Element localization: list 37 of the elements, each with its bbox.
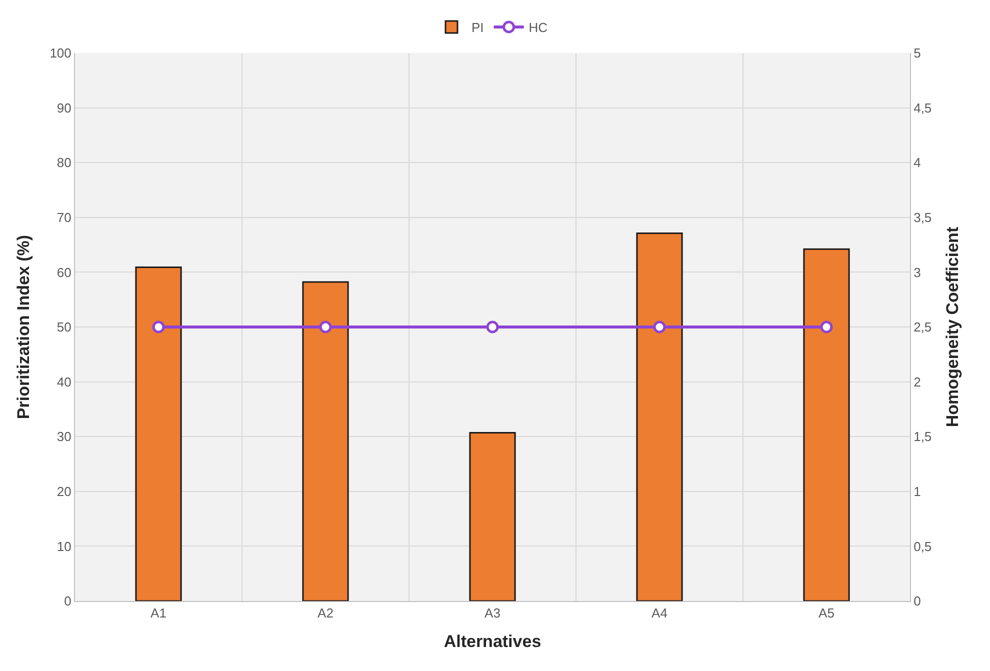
y2-tick-label: 0,5 xyxy=(914,538,932,554)
bar xyxy=(803,248,850,601)
y2-tick-label: 1 xyxy=(914,484,921,499)
y-tick-label: 50 xyxy=(56,320,72,335)
y-tick-label: 90 xyxy=(56,100,72,116)
bar xyxy=(469,432,516,601)
y-tick-label: 40 xyxy=(56,374,72,390)
x-tick-label: A2 xyxy=(318,606,334,621)
legend-label: HC xyxy=(528,20,548,36)
y-tick-label: 80 xyxy=(56,155,72,170)
x-tick-label: A4 xyxy=(652,606,668,621)
y-tick-label: 0 xyxy=(64,594,72,609)
y2-tick-label: 4,5 xyxy=(914,100,932,116)
y2-tick-label: 3 xyxy=(914,264,921,280)
y-tick-label: 70 xyxy=(56,210,72,225)
y2-tick-label: 3,5 xyxy=(914,210,932,225)
legend-label: PI xyxy=(472,20,484,36)
bar xyxy=(636,232,683,601)
y2-tick-label: 1,5 xyxy=(914,429,932,444)
bar xyxy=(135,266,182,601)
y2-axis-title: Homogeneity Coefficient xyxy=(943,226,962,428)
x-tick-label: A5 xyxy=(818,606,834,621)
x-tick-label: A1 xyxy=(150,606,166,621)
y2-tick-label: 2,5 xyxy=(914,320,932,335)
bar xyxy=(302,281,349,601)
x-tick-label: A3 xyxy=(484,606,500,621)
y-axis-title: Prioritization Index (%) xyxy=(14,234,34,420)
x-axis-title: Alternatives xyxy=(444,632,542,651)
y-tick-label: 100 xyxy=(50,46,72,61)
y-tick-label: 20 xyxy=(56,484,72,499)
y-tick-label: 30 xyxy=(56,429,72,444)
y2-tick-label: 4 xyxy=(914,155,921,170)
y2-tick-label: 0 xyxy=(914,594,921,609)
y2-tick-label: 5 xyxy=(914,46,921,61)
y-tick-label: 10 xyxy=(56,538,72,554)
y2-tick-label: 2 xyxy=(914,374,921,390)
y-tick-label: 60 xyxy=(56,264,72,280)
